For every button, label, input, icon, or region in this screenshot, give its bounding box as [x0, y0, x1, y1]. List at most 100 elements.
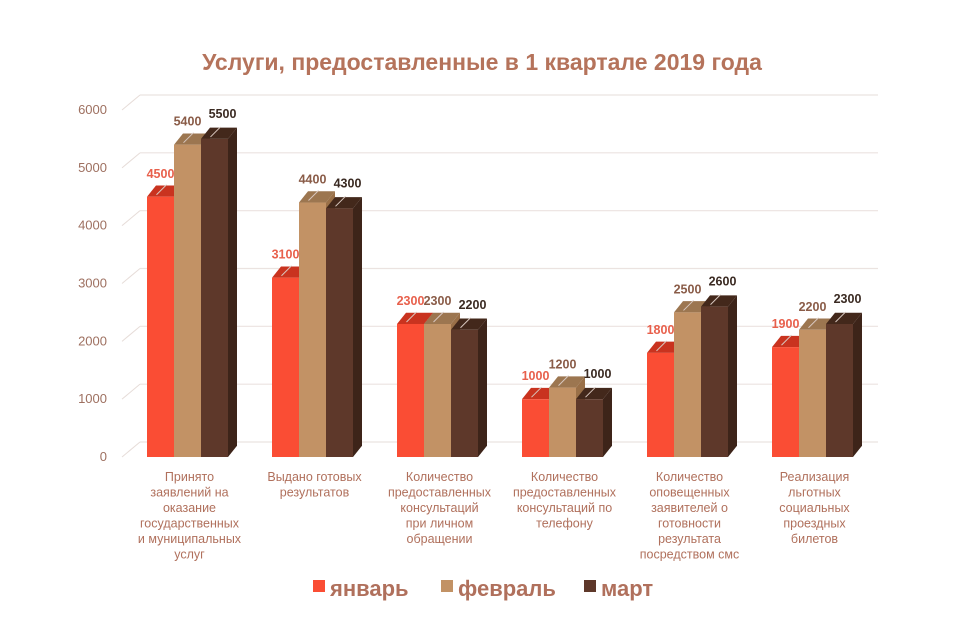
bar-side [728, 295, 737, 457]
data-label: 4500 [147, 167, 175, 181]
category-label-line: Количество [656, 470, 723, 484]
category-label: Реализация льготных социальных проездных бил… [779, 470, 850, 546]
bar-top [201, 127, 237, 139]
bar-front [174, 144, 201, 457]
category-label-line: результата [658, 532, 721, 546]
label-leader [433, 311, 444, 323]
bar-front [299, 202, 326, 457]
data-label: 1000 [522, 369, 550, 383]
bar-top [549, 376, 585, 388]
bar-front [799, 329, 826, 457]
bar-front [772, 347, 799, 457]
bar-март-5 [826, 312, 862, 457]
bar-март-4 [701, 295, 737, 457]
legend-swatch [313, 580, 325, 592]
bar-front [826, 323, 853, 457]
gridline-slant [121, 94, 141, 111]
legend-swatch [441, 580, 453, 592]
label-leader [710, 294, 721, 305]
gridline-slant [121, 210, 141, 227]
data-label: 2600 [709, 275, 737, 289]
category-label-line: оказание [163, 501, 216, 515]
bar-top [397, 312, 433, 324]
bar-side [853, 312, 862, 457]
data-label: 5400 [174, 115, 202, 129]
data-label: 2200 [459, 298, 487, 312]
data-label: 2300 [397, 294, 425, 308]
legend-label: январь [329, 576, 409, 601]
bar-top [826, 312, 862, 324]
bar-side [228, 127, 237, 458]
x-axis: Принято заявлений на оказание государственн… [138, 470, 851, 562]
label-leader [210, 126, 221, 138]
category-label-line: обращении [407, 532, 473, 546]
y-tick-label: 0 [100, 449, 107, 464]
data-label: 1000 [584, 367, 612, 381]
category-label-line: предоставленных [513, 486, 617, 500]
legend-label: февраль [458, 576, 556, 601]
label-leader [156, 184, 167, 196]
category-label: Количество оповещенных заявителей о готовно… [640, 470, 739, 562]
gridline-slant [121, 268, 141, 284]
category-label-line: социальных [779, 501, 850, 515]
label-leader [808, 317, 819, 329]
category-label-line: консультаций [400, 501, 478, 515]
label-leader [281, 265, 292, 277]
bar-front [549, 387, 576, 457]
category-label-line: готовности [658, 517, 721, 531]
legend-item-март: март [584, 576, 653, 601]
data-label: 2300 [424, 294, 452, 308]
bar-март-0 [201, 127, 237, 458]
bar-side [353, 197, 362, 458]
data-label: 5500 [209, 107, 237, 121]
category-label-line: заявителей о [651, 501, 728, 515]
y-tick-label: 2000 [78, 333, 107, 348]
category-label-line: Выдано готовых [267, 470, 362, 484]
bar-front [522, 399, 549, 457]
category-label-line: Реализация [780, 470, 850, 484]
category-label: Принято заявлений на оказание государственн… [138, 470, 242, 562]
category-label-line: оповещенных [649, 486, 730, 500]
y-tick-label: 4000 [78, 218, 107, 233]
category-label-line: льготных [788, 486, 841, 500]
data-label: 2500 [674, 282, 702, 296]
category-label-line: при личном [406, 517, 473, 531]
bar-top [701, 295, 737, 307]
gridline-slant [121, 152, 141, 169]
bar-front [272, 277, 299, 457]
data-label: 1200 [549, 358, 577, 372]
category-label-line: Принято [165, 470, 214, 484]
legend: январь февраль март [313, 576, 653, 601]
bar-front [201, 138, 228, 457]
category-label: Количество предоставленных консультаций по… [513, 470, 617, 531]
category-label-line: услуг [174, 548, 205, 562]
bar-top [451, 318, 487, 330]
bar-март-1 [326, 197, 362, 458]
bar-top [424, 312, 460, 324]
data-label: 4400 [299, 173, 327, 187]
gridline-slant [121, 441, 141, 458]
legend-item-февраль: февраль [441, 576, 556, 601]
category-label-line: проездных [783, 517, 846, 531]
label-leader [683, 300, 694, 311]
y-axis: 0 1000 2000 3000 4000 5000 6000 [78, 102, 107, 464]
bar-front [397, 323, 424, 457]
label-leader [585, 386, 596, 398]
category-label-line: заявлений на [150, 486, 228, 500]
data-label: 1800 [647, 323, 675, 337]
label-leader [835, 311, 846, 323]
bar-side [603, 387, 612, 457]
category-label-line: предоставленных [388, 486, 492, 500]
bar-март-2 [451, 318, 487, 457]
bar-top [576, 387, 612, 400]
category-label-line: билетов [791, 532, 839, 546]
label-leader [335, 195, 346, 207]
data-label: 4300 [334, 176, 362, 190]
data-label: 2200 [799, 300, 827, 314]
data-label: 2300 [834, 292, 862, 306]
bar-front [647, 352, 674, 457]
bar-front [326, 208, 353, 457]
bars [147, 127, 862, 458]
